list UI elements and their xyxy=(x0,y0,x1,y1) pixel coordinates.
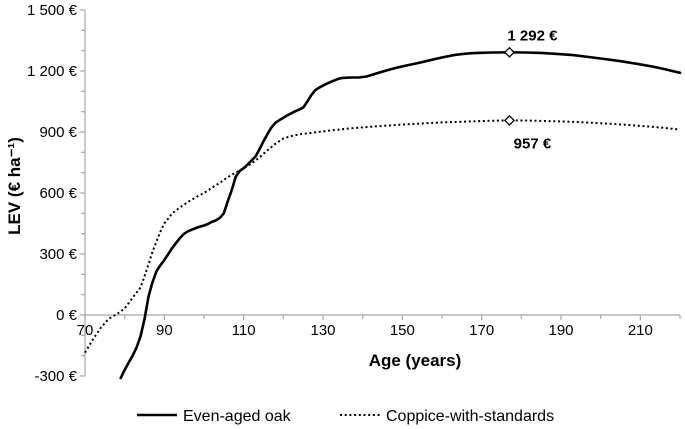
peak-value-label-even-aged-oak: 1 292 € xyxy=(507,27,558,44)
legend-label-coppice-with-standards: Coppice-with-standards xyxy=(386,408,554,425)
x-tick-label: 150 xyxy=(390,322,415,339)
y-axis-title: LEV (€ ha⁻¹) xyxy=(5,137,24,235)
x-tick-label: 70 xyxy=(77,322,94,339)
x-tick-label: 170 xyxy=(469,322,494,339)
y-tick-label: 900 € xyxy=(39,124,77,141)
legend: Even-aged oak Coppice-with-standards xyxy=(137,408,554,425)
y-tick-label: 1 500 € xyxy=(27,2,78,19)
x-tick-label: 110 xyxy=(232,322,256,339)
y-tick-label: 300 € xyxy=(39,246,77,263)
x-tick-label: 130 xyxy=(310,322,335,339)
x-tick-label: 210 xyxy=(628,322,653,339)
y-tick-label: -300 € xyxy=(34,368,77,385)
x-tick-label: 190 xyxy=(548,322,573,339)
y-tick-label: 0 € xyxy=(56,307,78,324)
peak-value-label-coppice-with-standards: 957 € xyxy=(514,135,552,152)
y-tick-label: 1 200 € xyxy=(27,63,78,80)
peak-diamond-marker-even-aged-oak xyxy=(503,46,515,58)
y-tick-label: 600 € xyxy=(39,185,77,202)
series-line-coppice-with-standards xyxy=(84,119,681,354)
plot-layer: 1 500 € 1 200 € 900 € 600 € 300 € 0 € -300 € 70… xyxy=(27,2,682,385)
peak-diamond-marker-coppice-with-standards xyxy=(503,114,515,126)
x-axis-title: Age (years) xyxy=(369,351,462,370)
series-line-even-aged-oak xyxy=(119,50,682,380)
legend-label-even-aged-oak: Even-aged oak xyxy=(183,408,292,425)
x-tick-label: 90 xyxy=(156,322,173,339)
